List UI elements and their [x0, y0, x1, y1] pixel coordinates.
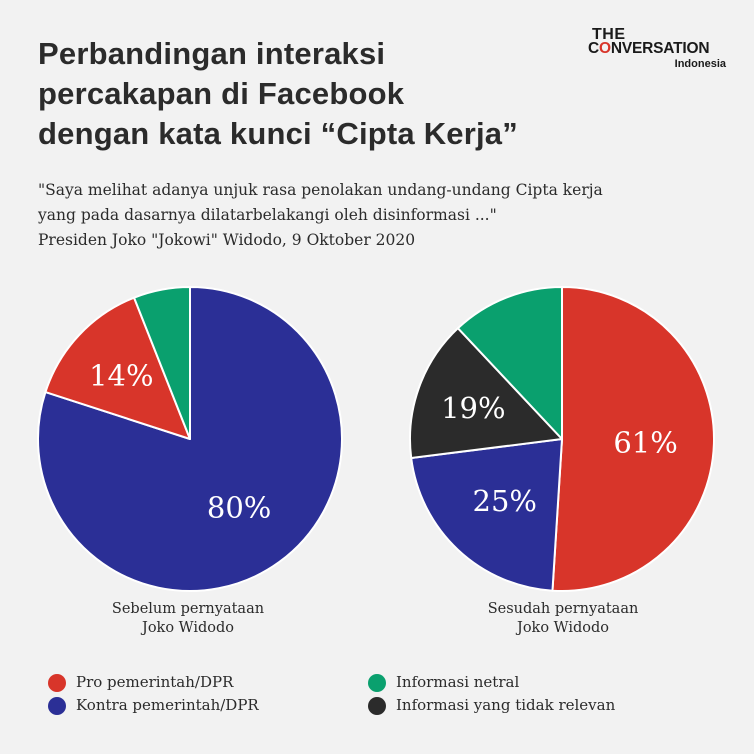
title-line-2: percakapan di Facebook — [38, 76, 405, 111]
legend-swatch-pro — [48, 674, 66, 692]
quote-line-1: "Saya melihat adanya unjuk rasa penolaka… — [38, 181, 603, 199]
pie-before-caption-line-1: Sebelum pernyataan — [111, 601, 265, 617]
pie-after: 61% 25% 19% — [409, 286, 715, 592]
pie-slice-kontra-pemerintah-dpr — [410, 438, 563, 592]
quote-attribution: Presiden Joko "Jokowi" Widodo, 9 Oktober… — [38, 231, 416, 249]
pie-slice-informasi-netral — [456, 286, 563, 440]
legend-label-pro: Pro pemerintah/DPR — [76, 673, 234, 691]
pie-after-caption-line-2: Joko Widodo — [517, 620, 609, 636]
pie-after-caption: Sesudah pernyataan Joko Widodo — [433, 600, 693, 638]
pie-before-caption: Sebelum pernyataan Joko Widodo — [58, 600, 318, 638]
pie-data-label-informasi-yang-tidak-relevan: 19% — [441, 391, 505, 425]
pie-slice-informasi-yang-tidak-relevan — [409, 327, 563, 460]
logo-c: C — [588, 40, 599, 57]
pie-data-label-pro-pemerintah-dpr: 14% — [89, 358, 153, 392]
pie-after-caption-line-1: Sesudah pernyataan — [487, 601, 639, 617]
pie-data-label-pro-pemerintah-dpr: 61% — [613, 426, 677, 460]
legend-label-tidak-relevan: Informasi yang tidak relevan — [396, 696, 616, 714]
pie-slice-pro-pemerintah-dpr — [551, 286, 715, 592]
logo-nversation: NVERSATION — [610, 40, 710, 57]
logo-the: THE — [592, 26, 626, 43]
pie-before-caption-line-2: Joko Widodo — [142, 620, 234, 636]
pie-slice-informasi-netral — [133, 286, 191, 440]
legend-swatch-kontra — [48, 697, 66, 715]
quote-block: "Saya melihat adanya unjuk rasa penolaka… — [38, 178, 698, 253]
pie-data-label-kontra-pemerintah-dpr: 80% — [207, 491, 271, 525]
logo-indonesia: Indonesia — [674, 58, 726, 70]
the-conversation-logo: THE CONVERSATION Indonesia — [588, 26, 728, 74]
pie-before: 80% 14% — [37, 286, 343, 592]
chart-title: Perbandingan interaksi percakapan di Fac… — [38, 34, 558, 154]
legend-label-netral: Informasi netral — [396, 673, 520, 691]
quote-line-2: yang pada dasarnya dilatarbelakangi oleh… — [38, 206, 497, 224]
pie-data-label-kontra-pemerintah-dpr: 25% — [473, 484, 537, 518]
logo-conversation: CONVERSATION — [588, 40, 710, 58]
logo-o: O — [599, 40, 611, 57]
title-line-1: Perbandingan interaksi — [38, 36, 386, 71]
pie-slice-pro-pemerintah-dpr — [44, 296, 191, 440]
legend-label-kontra: Kontra pemerintah/DPR — [76, 696, 259, 714]
legend-swatch-tidak-relevan — [368, 697, 386, 715]
legend-swatch-netral — [368, 674, 386, 692]
title-line-3: dengan kata kunci “Cipta Kerja” — [38, 116, 518, 151]
